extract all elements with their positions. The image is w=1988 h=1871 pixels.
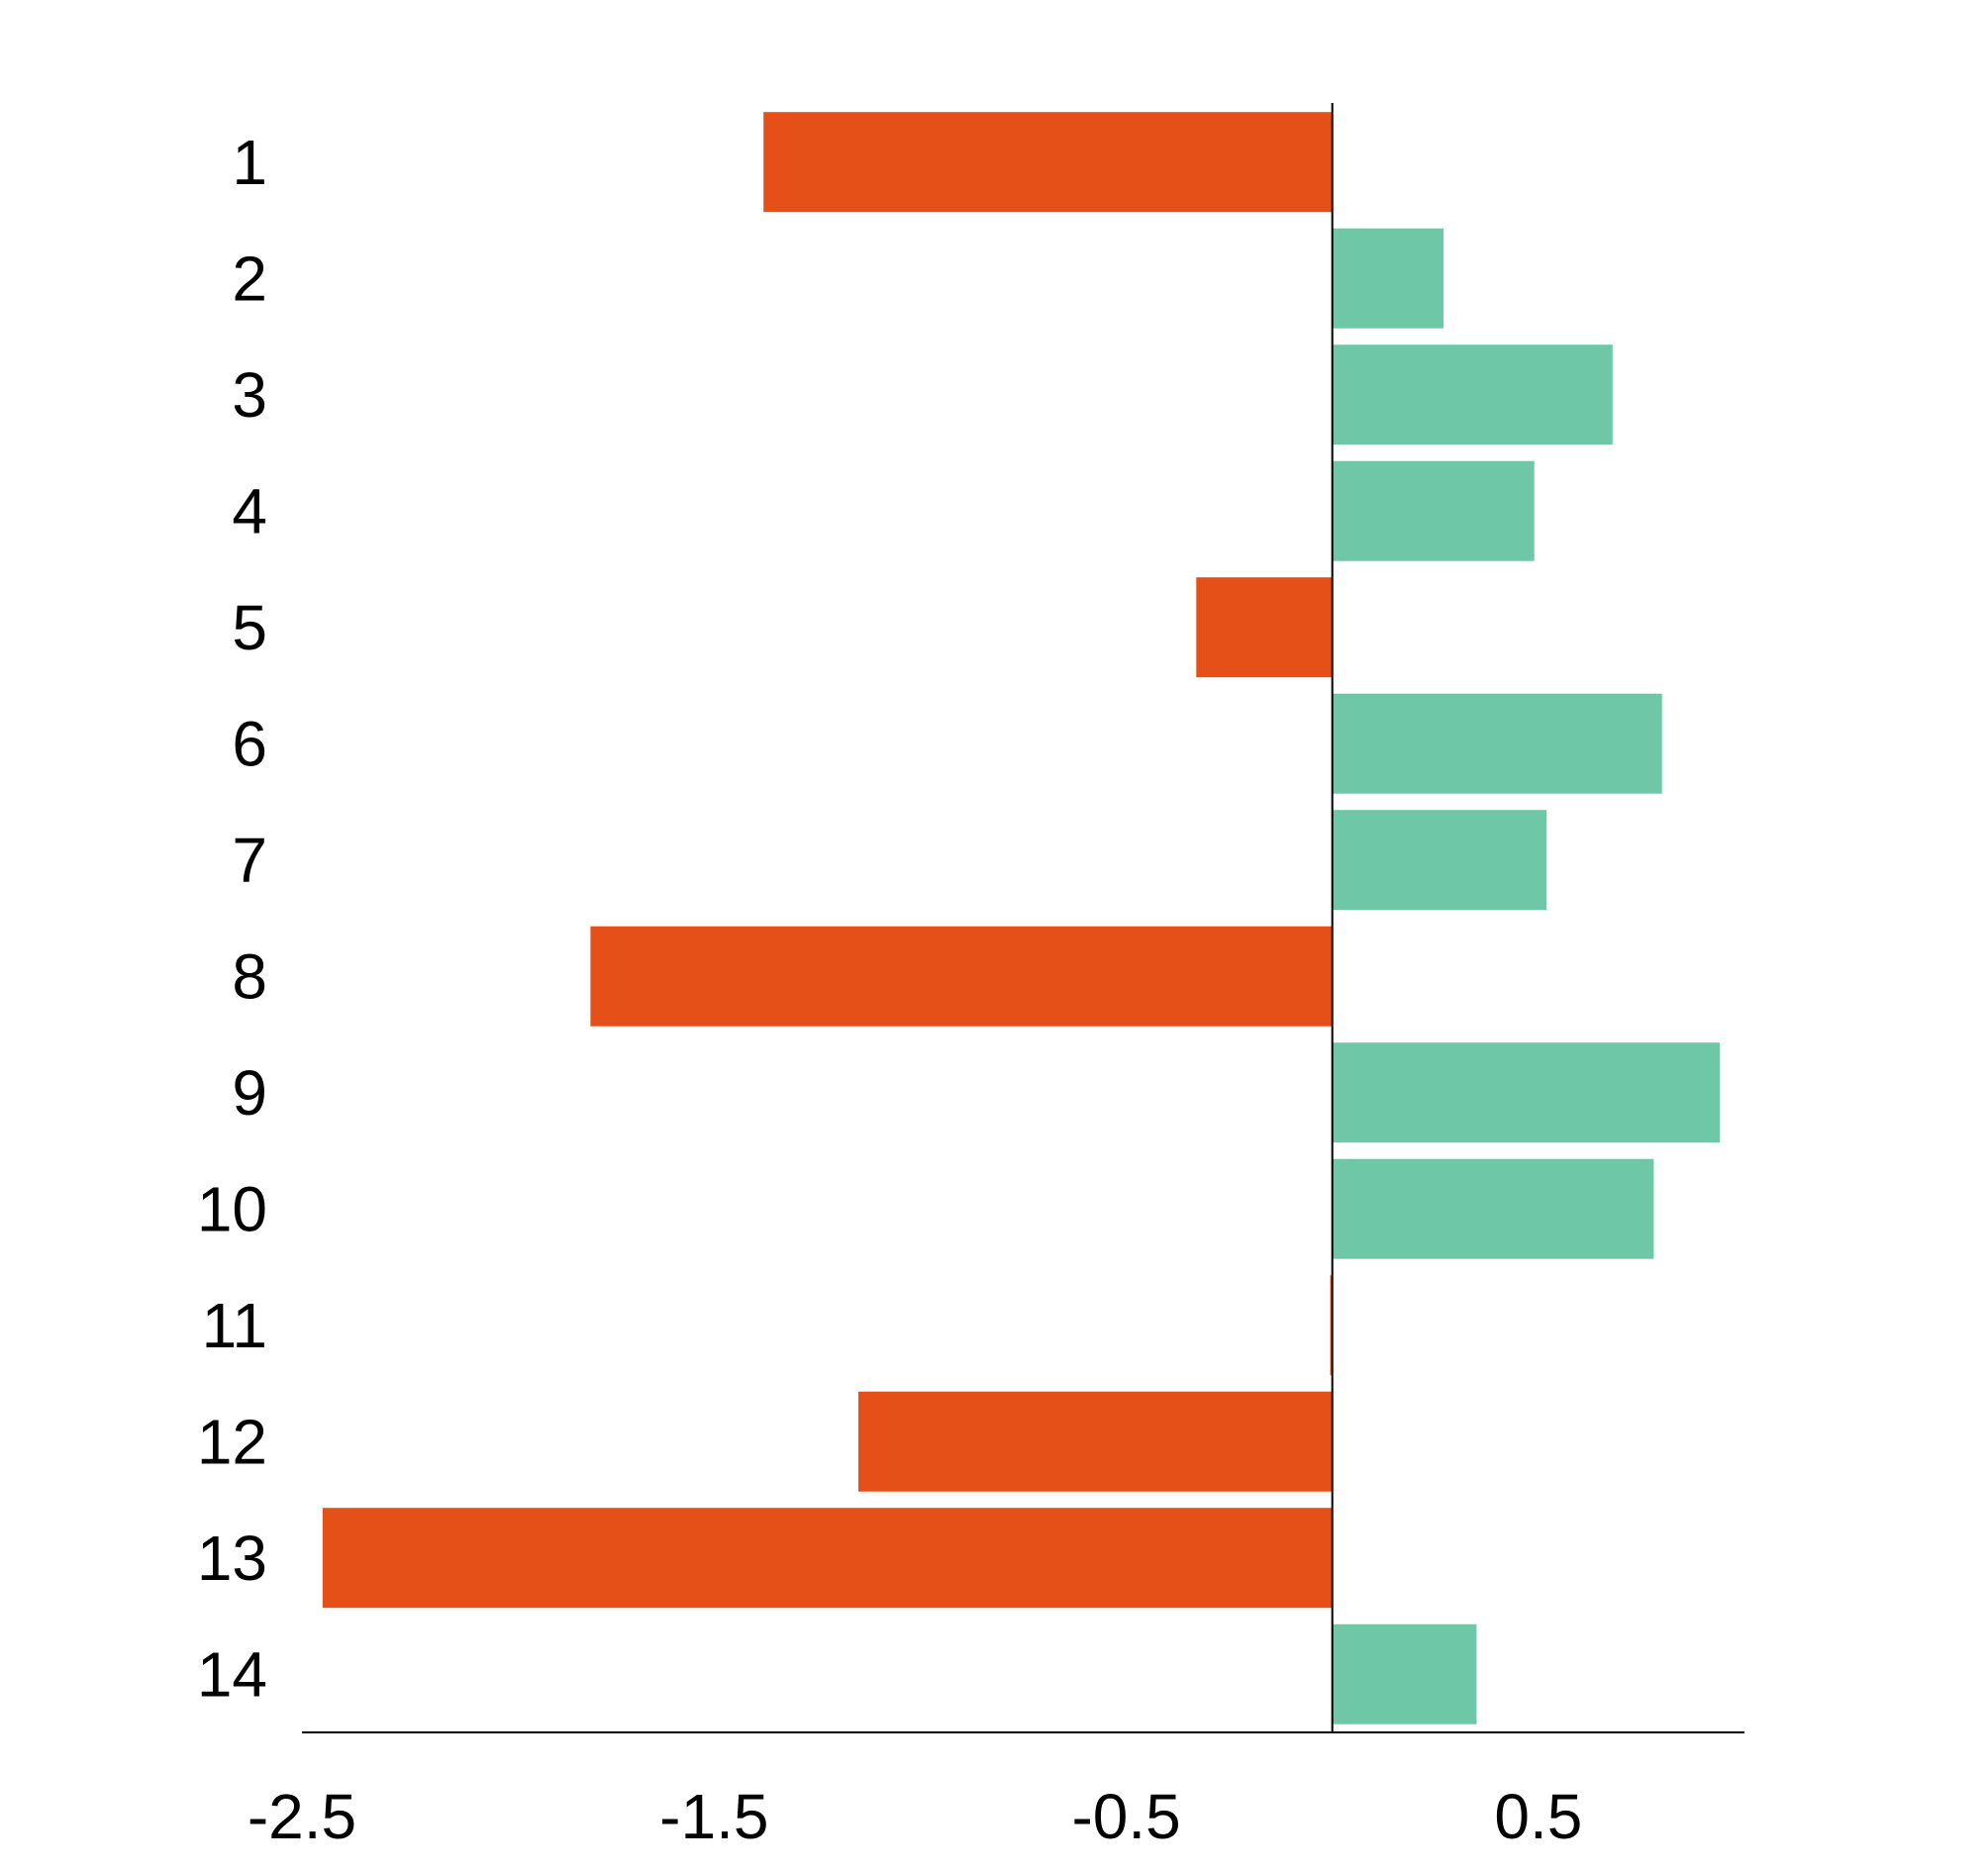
category-label-12: 12 bbox=[197, 1406, 267, 1477]
bars-group bbox=[322, 112, 1720, 1724]
x-tick-label: -1.5 bbox=[659, 1781, 768, 1852]
category-label-2: 2 bbox=[232, 243, 267, 314]
bar-11 bbox=[1330, 1275, 1333, 1376]
bar-2 bbox=[1332, 228, 1444, 329]
bar-10 bbox=[1332, 1158, 1654, 1259]
category-label-4: 4 bbox=[232, 475, 267, 546]
category-label-6: 6 bbox=[232, 708, 267, 779]
bar-13 bbox=[322, 1508, 1333, 1609]
bar-6 bbox=[1332, 693, 1662, 794]
x-tick-label: -2.5 bbox=[248, 1781, 356, 1852]
category-label-10: 10 bbox=[197, 1173, 267, 1244]
category-label-1: 1 bbox=[232, 127, 267, 198]
category-label-11: 11 bbox=[202, 1290, 267, 1361]
bar-5 bbox=[1196, 577, 1333, 678]
category-label-8: 8 bbox=[232, 940, 267, 1012]
bar-1 bbox=[763, 112, 1333, 213]
bar-14 bbox=[1332, 1624, 1477, 1724]
category-label-9: 9 bbox=[232, 1057, 267, 1129]
bar-9 bbox=[1332, 1042, 1720, 1143]
bar-4 bbox=[1332, 460, 1535, 561]
category-label-14: 14 bbox=[197, 1638, 267, 1710]
bar-7 bbox=[1332, 810, 1547, 911]
x-tick-label: -0.5 bbox=[1071, 1781, 1180, 1852]
bar-3 bbox=[1332, 345, 1613, 445]
x-tick-label: 0.5 bbox=[1494, 1781, 1582, 1852]
category-label-13: 13 bbox=[197, 1523, 267, 1594]
bar-12 bbox=[858, 1391, 1333, 1492]
category-label-5: 5 bbox=[232, 592, 267, 663]
category-label-3: 3 bbox=[232, 359, 267, 431]
category-label-7: 7 bbox=[232, 825, 267, 896]
bar-8 bbox=[590, 926, 1333, 1027]
x-tick-labels: -2.5 -1.5 -0.5 0.5 bbox=[248, 1781, 1583, 1852]
